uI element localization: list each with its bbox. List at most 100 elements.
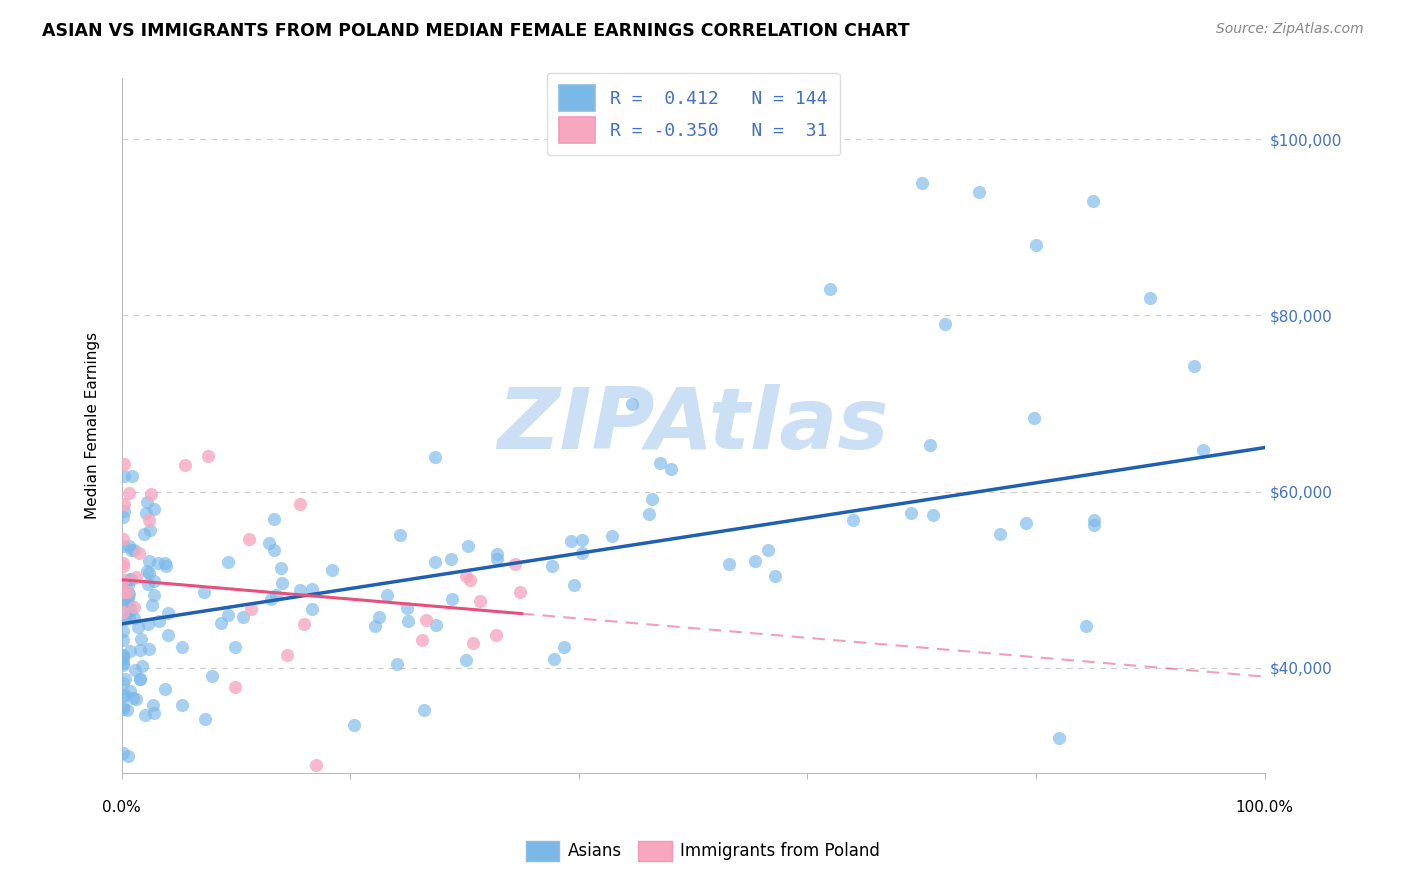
- Point: [136, 564, 159, 578]
- Point: [232, 609, 254, 624]
- Point: [111, 632, 134, 647]
- Point: [648, 456, 671, 470]
- Point: [457, 540, 479, 554]
- Point: [117, 591, 139, 606]
- Point: [143, 502, 166, 516]
- Point: [638, 507, 661, 521]
- Point: [138, 513, 160, 527]
- Point: [290, 583, 312, 598]
- Point: [120, 603, 142, 617]
- Point: [1182, 359, 1205, 373]
- Point: [1083, 513, 1105, 527]
- Point: [141, 599, 163, 613]
- Point: [111, 605, 134, 619]
- Point: [125, 570, 148, 584]
- Point: [153, 556, 176, 570]
- Y-axis label: Median Female Earnings: Median Female Earnings: [86, 332, 100, 519]
- Point: [842, 513, 865, 527]
- Point: [118, 587, 141, 601]
- Point: [170, 698, 193, 713]
- Point: [128, 546, 150, 560]
- Point: [138, 566, 160, 581]
- Point: [112, 458, 135, 472]
- Point: [541, 559, 564, 574]
- Point: [239, 602, 262, 616]
- Point: [458, 574, 481, 588]
- Point: [173, 458, 195, 473]
- Point: [217, 608, 239, 623]
- Point: [111, 700, 134, 714]
- Point: [120, 572, 142, 586]
- Point: [118, 644, 141, 658]
- Point: [209, 615, 232, 630]
- Point: [134, 708, 156, 723]
- Point: [485, 547, 508, 561]
- Point: [128, 672, 150, 686]
- Point: [922, 508, 945, 522]
- Point: [120, 572, 142, 586]
- Point: [744, 554, 766, 568]
- Point: [718, 557, 741, 571]
- Point: [270, 561, 292, 575]
- Point: [132, 526, 155, 541]
- Point: [122, 599, 145, 614]
- Point: [988, 527, 1011, 541]
- Point: [468, 593, 491, 607]
- Point: [139, 487, 162, 501]
- Point: [659, 462, 682, 476]
- Point: [396, 614, 419, 628]
- Point: [440, 592, 463, 607]
- Point: [118, 539, 141, 553]
- Point: [111, 574, 134, 588]
- Point: [413, 703, 436, 717]
- Point: [127, 620, 149, 634]
- Point: [117, 748, 139, 763]
- Point: [440, 551, 463, 566]
- Text: ASIAN VS IMMIGRANTS FROM POLAND MEDIAN FEMALE EARNINGS CORRELATION CHART: ASIAN VS IMMIGRANTS FROM POLAND MEDIAN F…: [42, 22, 910, 40]
- Point: [503, 557, 526, 571]
- Point: [148, 614, 170, 628]
- Point: [138, 641, 160, 656]
- Point: [385, 657, 408, 671]
- Point: [411, 633, 433, 648]
- Point: [138, 523, 160, 537]
- Point: [571, 533, 593, 547]
- Point: [425, 618, 447, 632]
- Point: [763, 569, 786, 583]
- Point: [111, 652, 134, 666]
- Point: [111, 580, 134, 594]
- Point: [920, 437, 942, 451]
- Point: [641, 491, 664, 506]
- Legend: Asians, Immigrants from Poland: Asians, Immigrants from Poland: [519, 834, 887, 868]
- Point: [911, 177, 934, 191]
- Point: [1047, 731, 1070, 746]
- Point: [1081, 194, 1104, 208]
- Point: [146, 556, 169, 570]
- Point: [290, 496, 312, 510]
- Point: [395, 600, 418, 615]
- Point: [375, 588, 398, 602]
- Point: [1191, 442, 1213, 457]
- Point: [153, 681, 176, 696]
- Point: [193, 584, 215, 599]
- Point: [115, 703, 138, 717]
- Point: [111, 747, 134, 761]
- Point: [111, 559, 134, 574]
- Point: [217, 556, 239, 570]
- Point: [136, 494, 159, 508]
- Point: [388, 528, 411, 542]
- Point: [756, 543, 779, 558]
- Point: [553, 640, 575, 654]
- Point: [121, 469, 143, 483]
- Point: [129, 632, 152, 646]
- Point: [114, 612, 136, 626]
- Point: [111, 702, 134, 716]
- Point: [301, 582, 323, 597]
- Point: [1083, 518, 1105, 533]
- Point: [117, 578, 139, 592]
- Point: [120, 542, 142, 557]
- Point: [129, 643, 152, 657]
- Point: [485, 628, 508, 642]
- Point: [423, 555, 446, 569]
- Point: [292, 617, 315, 632]
